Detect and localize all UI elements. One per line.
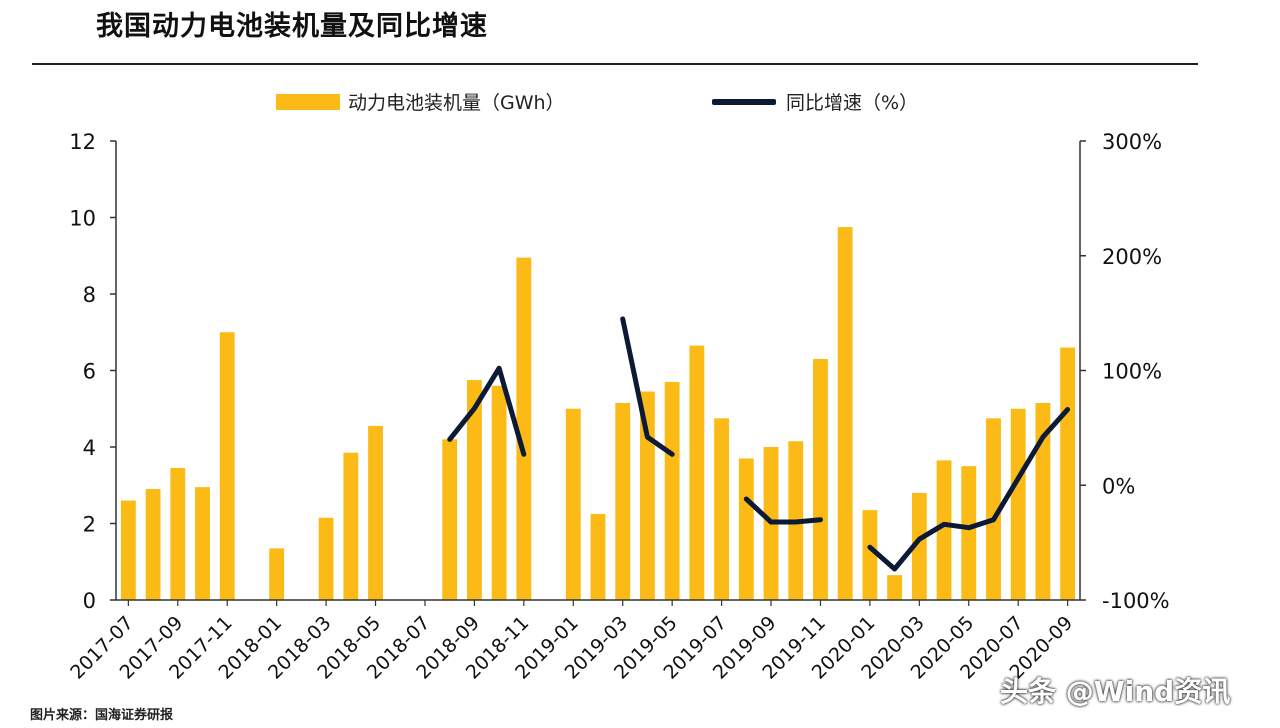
legend-line-item: 同比增速（%） [712, 88, 918, 115]
left-tick-label: 12 [69, 130, 96, 154]
bar-2019-02 [590, 513, 606, 600]
source-note: 图片来源：国海证券研报 [30, 708, 174, 723]
legend-bar-swatch [276, 93, 340, 110]
left-tick-label: 10 [69, 207, 96, 231]
right-tick-label: 0% [1102, 474, 1135, 498]
left-axis-ticks: 0 2 4 6 8 10 12 [69, 130, 116, 613]
right-tick-label: 200% [1102, 245, 1162, 269]
bar-2020-01 [862, 510, 878, 600]
left-tick-label: 6 [83, 360, 96, 384]
bar-2017-09 [170, 468, 186, 600]
legend-line-swatch [712, 98, 776, 105]
line-segment-3 [867, 407, 1071, 572]
left-tick-label: 4 [83, 436, 96, 460]
bar-2020-05 [961, 466, 977, 600]
bar-2018-10 [491, 385, 507, 600]
bar-2019-11 [813, 359, 828, 600]
bar-2017-11 [219, 332, 235, 600]
bar-2020-03 [911, 492, 927, 600]
line-segment-2 [743, 496, 823, 525]
left-tick-label: 8 [83, 283, 96, 307]
bar-2019-07 [714, 418, 730, 600]
bar-2020-06 [986, 418, 1001, 600]
line-segment-0 [447, 365, 527, 457]
line-segment-1 [620, 316, 675, 457]
bar-2019-05 [664, 381, 680, 600]
bar-2019-03 [615, 403, 631, 600]
bar-2020-09 [1060, 347, 1076, 600]
legend-bar-label: 动力电池装机量（GWh） [348, 92, 565, 114]
bar-2019-04 [640, 391, 655, 600]
bar-2018-11 [516, 257, 532, 600]
bar-2018-01 [269, 548, 285, 600]
bar-2020-04 [936, 460, 952, 600]
bar-2017-10 [195, 487, 210, 600]
bar-2018-09 [466, 380, 482, 600]
bar-2019-08 [738, 458, 754, 600]
x-axis-ticks: 2017-072017-092017-112018-012018-032018-… [66, 600, 1077, 684]
right-tick-label: 100% [1102, 360, 1162, 384]
bar-series [120, 227, 1076, 600]
right-tick-label: 300% [1102, 130, 1162, 154]
chart-title: 我国动力电池装机量及同比增速 [96, 11, 488, 42]
left-tick-label: 0 [83, 589, 96, 613]
legend-bar-item: 动力电池装机量（GWh） [276, 88, 565, 115]
watermark: 头条 @Wind资讯 [1000, 675, 1231, 708]
right-axis-ticks: -100% 0% 100% 200% 300% [1080, 130, 1170, 613]
bar-2018-03 [318, 517, 334, 600]
bar-2019-06 [689, 345, 705, 600]
bar-2020-02 [887, 575, 903, 600]
title-divider [32, 63, 1198, 65]
bar-2020-08 [1035, 403, 1051, 600]
bar-2017-07 [120, 500, 136, 600]
bar-2018-08 [442, 439, 458, 600]
bar-2019-12 [837, 227, 853, 600]
bar-2018-05 [368, 425, 383, 600]
legend-line-label: 同比增速（%） [786, 92, 919, 114]
left-tick-label: 2 [83, 513, 96, 537]
bar-2018-04 [343, 452, 359, 600]
bar-2019-01 [565, 408, 581, 600]
bar-2017-08 [145, 489, 161, 600]
line-series [447, 316, 1071, 572]
right-tick-label: -100% [1102, 589, 1170, 613]
bar-2020-07 [1010, 408, 1026, 600]
